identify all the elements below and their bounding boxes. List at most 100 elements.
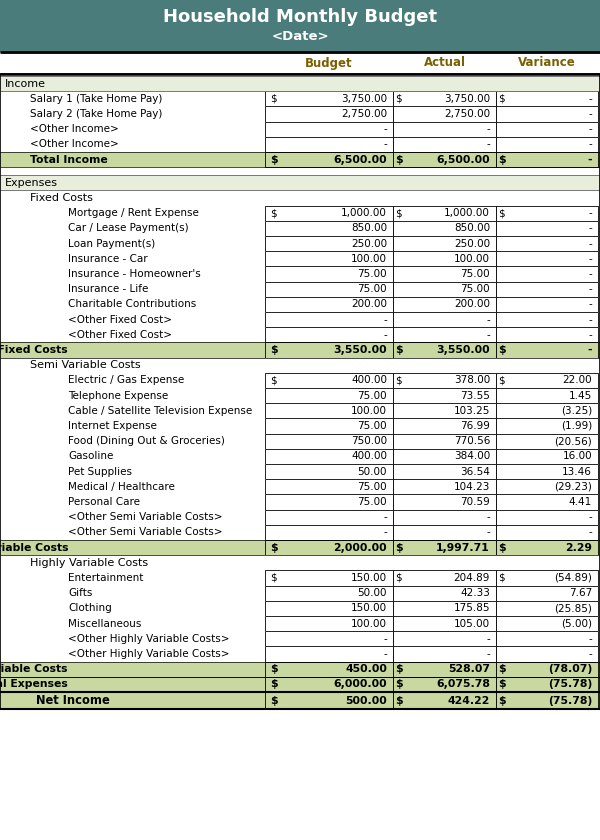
Text: <Date>: <Date>	[271, 30, 329, 44]
Text: $: $	[395, 155, 403, 165]
Bar	[496, 312, 598, 328]
Text: Entertainment: Entertainment	[68, 573, 143, 583]
Text: (29.23): (29.23)	[554, 482, 592, 491]
Text: -: -	[588, 330, 592, 340]
Bar	[393, 297, 496, 312]
Bar	[496, 373, 598, 388]
Text: <Other Income>: <Other Income>	[30, 124, 119, 134]
Text: Salary 2 (Take Home Pay): Salary 2 (Take Home Pay)	[30, 109, 163, 119]
Text: Actual: Actual	[424, 56, 466, 70]
Text: 150.00: 150.00	[351, 573, 387, 583]
Bar	[265, 631, 393, 647]
Text: 1,000.00: 1,000.00	[444, 208, 490, 218]
Bar	[0, 358, 600, 373]
Bar	[265, 206, 393, 221]
Bar	[496, 152, 598, 167]
Bar	[0, 662, 600, 677]
Text: <Other Income>: <Other Income>	[30, 139, 119, 150]
Bar	[0, 137, 600, 152]
Bar	[265, 479, 393, 495]
Text: 204.89: 204.89	[454, 573, 490, 583]
Bar	[265, 585, 393, 601]
Bar	[393, 631, 496, 647]
Text: $: $	[498, 664, 506, 675]
Bar	[0, 297, 600, 312]
Bar	[496, 525, 598, 540]
Text: -: -	[486, 634, 490, 643]
Text: 7.67: 7.67	[569, 588, 592, 598]
Bar	[393, 122, 496, 137]
Bar	[0, 266, 600, 281]
Text: Total Highly Variable Costs: Total Highly Variable Costs	[0, 664, 68, 675]
Text: 75.00: 75.00	[358, 269, 387, 279]
Text: 104.23: 104.23	[454, 482, 490, 491]
Bar	[265, 236, 393, 251]
Text: $: $	[395, 345, 403, 355]
Bar	[496, 403, 598, 418]
Text: -: -	[588, 139, 592, 150]
Text: Income: Income	[5, 79, 46, 88]
Text: 175.85: 175.85	[454, 603, 490, 613]
Text: -: -	[486, 649, 490, 659]
Text: 400.00: 400.00	[351, 375, 387, 386]
Bar	[0, 176, 600, 191]
Text: $: $	[498, 543, 506, 553]
Text: $: $	[498, 680, 506, 690]
Text: 75.00: 75.00	[358, 482, 387, 491]
Bar	[0, 418, 600, 433]
Text: -: -	[588, 208, 592, 218]
Bar	[496, 540, 598, 555]
Bar	[265, 328, 393, 343]
Bar	[393, 312, 496, 328]
Text: Variance: Variance	[518, 56, 576, 70]
Text: Expenses: Expenses	[5, 178, 58, 188]
Text: 100.00: 100.00	[351, 618, 387, 628]
Text: -: -	[588, 634, 592, 643]
Text: $: $	[270, 543, 278, 553]
Text: 70.59: 70.59	[460, 497, 490, 507]
Text: Pet Supplies: Pet Supplies	[68, 466, 132, 476]
Bar	[265, 343, 393, 358]
Bar	[393, 137, 496, 152]
Bar	[496, 585, 598, 601]
Text: $: $	[395, 573, 401, 583]
Bar	[265, 570, 393, 585]
Bar	[0, 312, 600, 328]
Text: Cable / Satellite Television Expense: Cable / Satellite Television Expense	[68, 406, 252, 416]
Text: $: $	[270, 573, 277, 583]
Text: 424.22: 424.22	[448, 696, 490, 706]
Bar	[496, 692, 598, 709]
Bar	[393, 107, 496, 122]
Bar	[265, 540, 393, 555]
Text: Electric / Gas Expense: Electric / Gas Expense	[68, 375, 184, 386]
Text: $: $	[498, 696, 506, 706]
Text: 100.00: 100.00	[351, 406, 387, 416]
Text: (3.25): (3.25)	[561, 406, 592, 416]
Bar	[265, 373, 393, 388]
Bar	[0, 692, 600, 709]
Bar	[496, 464, 598, 479]
Text: Budget: Budget	[305, 56, 353, 70]
Text: 1.45: 1.45	[569, 391, 592, 401]
Text: 75.00: 75.00	[358, 391, 387, 401]
Bar	[393, 206, 496, 221]
Bar	[0, 76, 600, 92]
Bar	[265, 647, 393, 662]
Text: $: $	[270, 94, 277, 104]
Text: <Other Semi Variable Costs>: <Other Semi Variable Costs>	[68, 512, 223, 522]
Text: 384.00: 384.00	[454, 451, 490, 461]
Text: -: -	[588, 649, 592, 659]
Bar	[0, 92, 600, 107]
Text: $: $	[395, 375, 401, 386]
Text: Loan Payment(s): Loan Payment(s)	[68, 239, 155, 249]
Text: Net Income: Net Income	[36, 694, 110, 707]
Bar	[265, 601, 393, 616]
Bar	[393, 585, 496, 601]
Bar	[496, 107, 598, 122]
Text: Total Expenses: Total Expenses	[0, 680, 68, 690]
Bar	[496, 479, 598, 495]
Text: Insurance - Homeowner's: Insurance - Homeowner's	[68, 269, 201, 279]
Text: <Other Highly Variable Costs>: <Other Highly Variable Costs>	[68, 649, 229, 659]
Bar	[0, 433, 600, 449]
Bar	[0, 479, 600, 495]
